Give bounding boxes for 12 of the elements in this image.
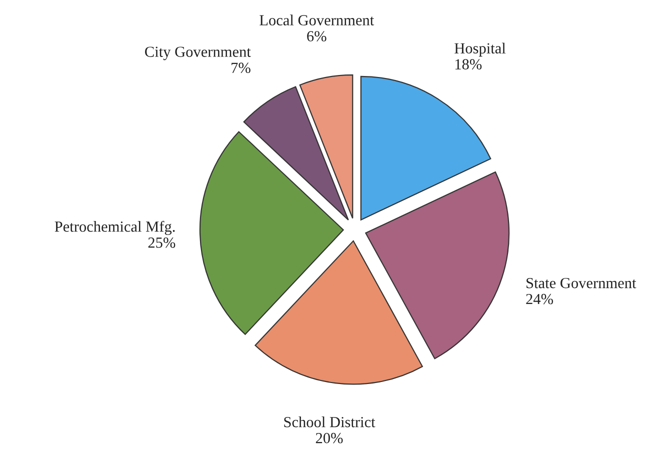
- slice-label: Hospital: [454, 42, 506, 57]
- data-label: 20%: [316, 432, 343, 444]
- data-label: 6%: [307, 31, 326, 42]
- slice-label: School District: [284, 416, 376, 428]
- data-label: 25%: [148, 237, 176, 248]
- slice-label: Petrochemical Mfg.: [54, 220, 175, 235]
- data-label: 24%: [526, 294, 554, 304]
- data-label: 18%: [455, 59, 482, 70]
- slice-label: Local Government: [260, 14, 374, 26]
- slice-label: State Government: [526, 278, 636, 288]
- slice-label: City Government: [145, 46, 251, 60]
- data-label: 7%: [232, 62, 250, 74]
